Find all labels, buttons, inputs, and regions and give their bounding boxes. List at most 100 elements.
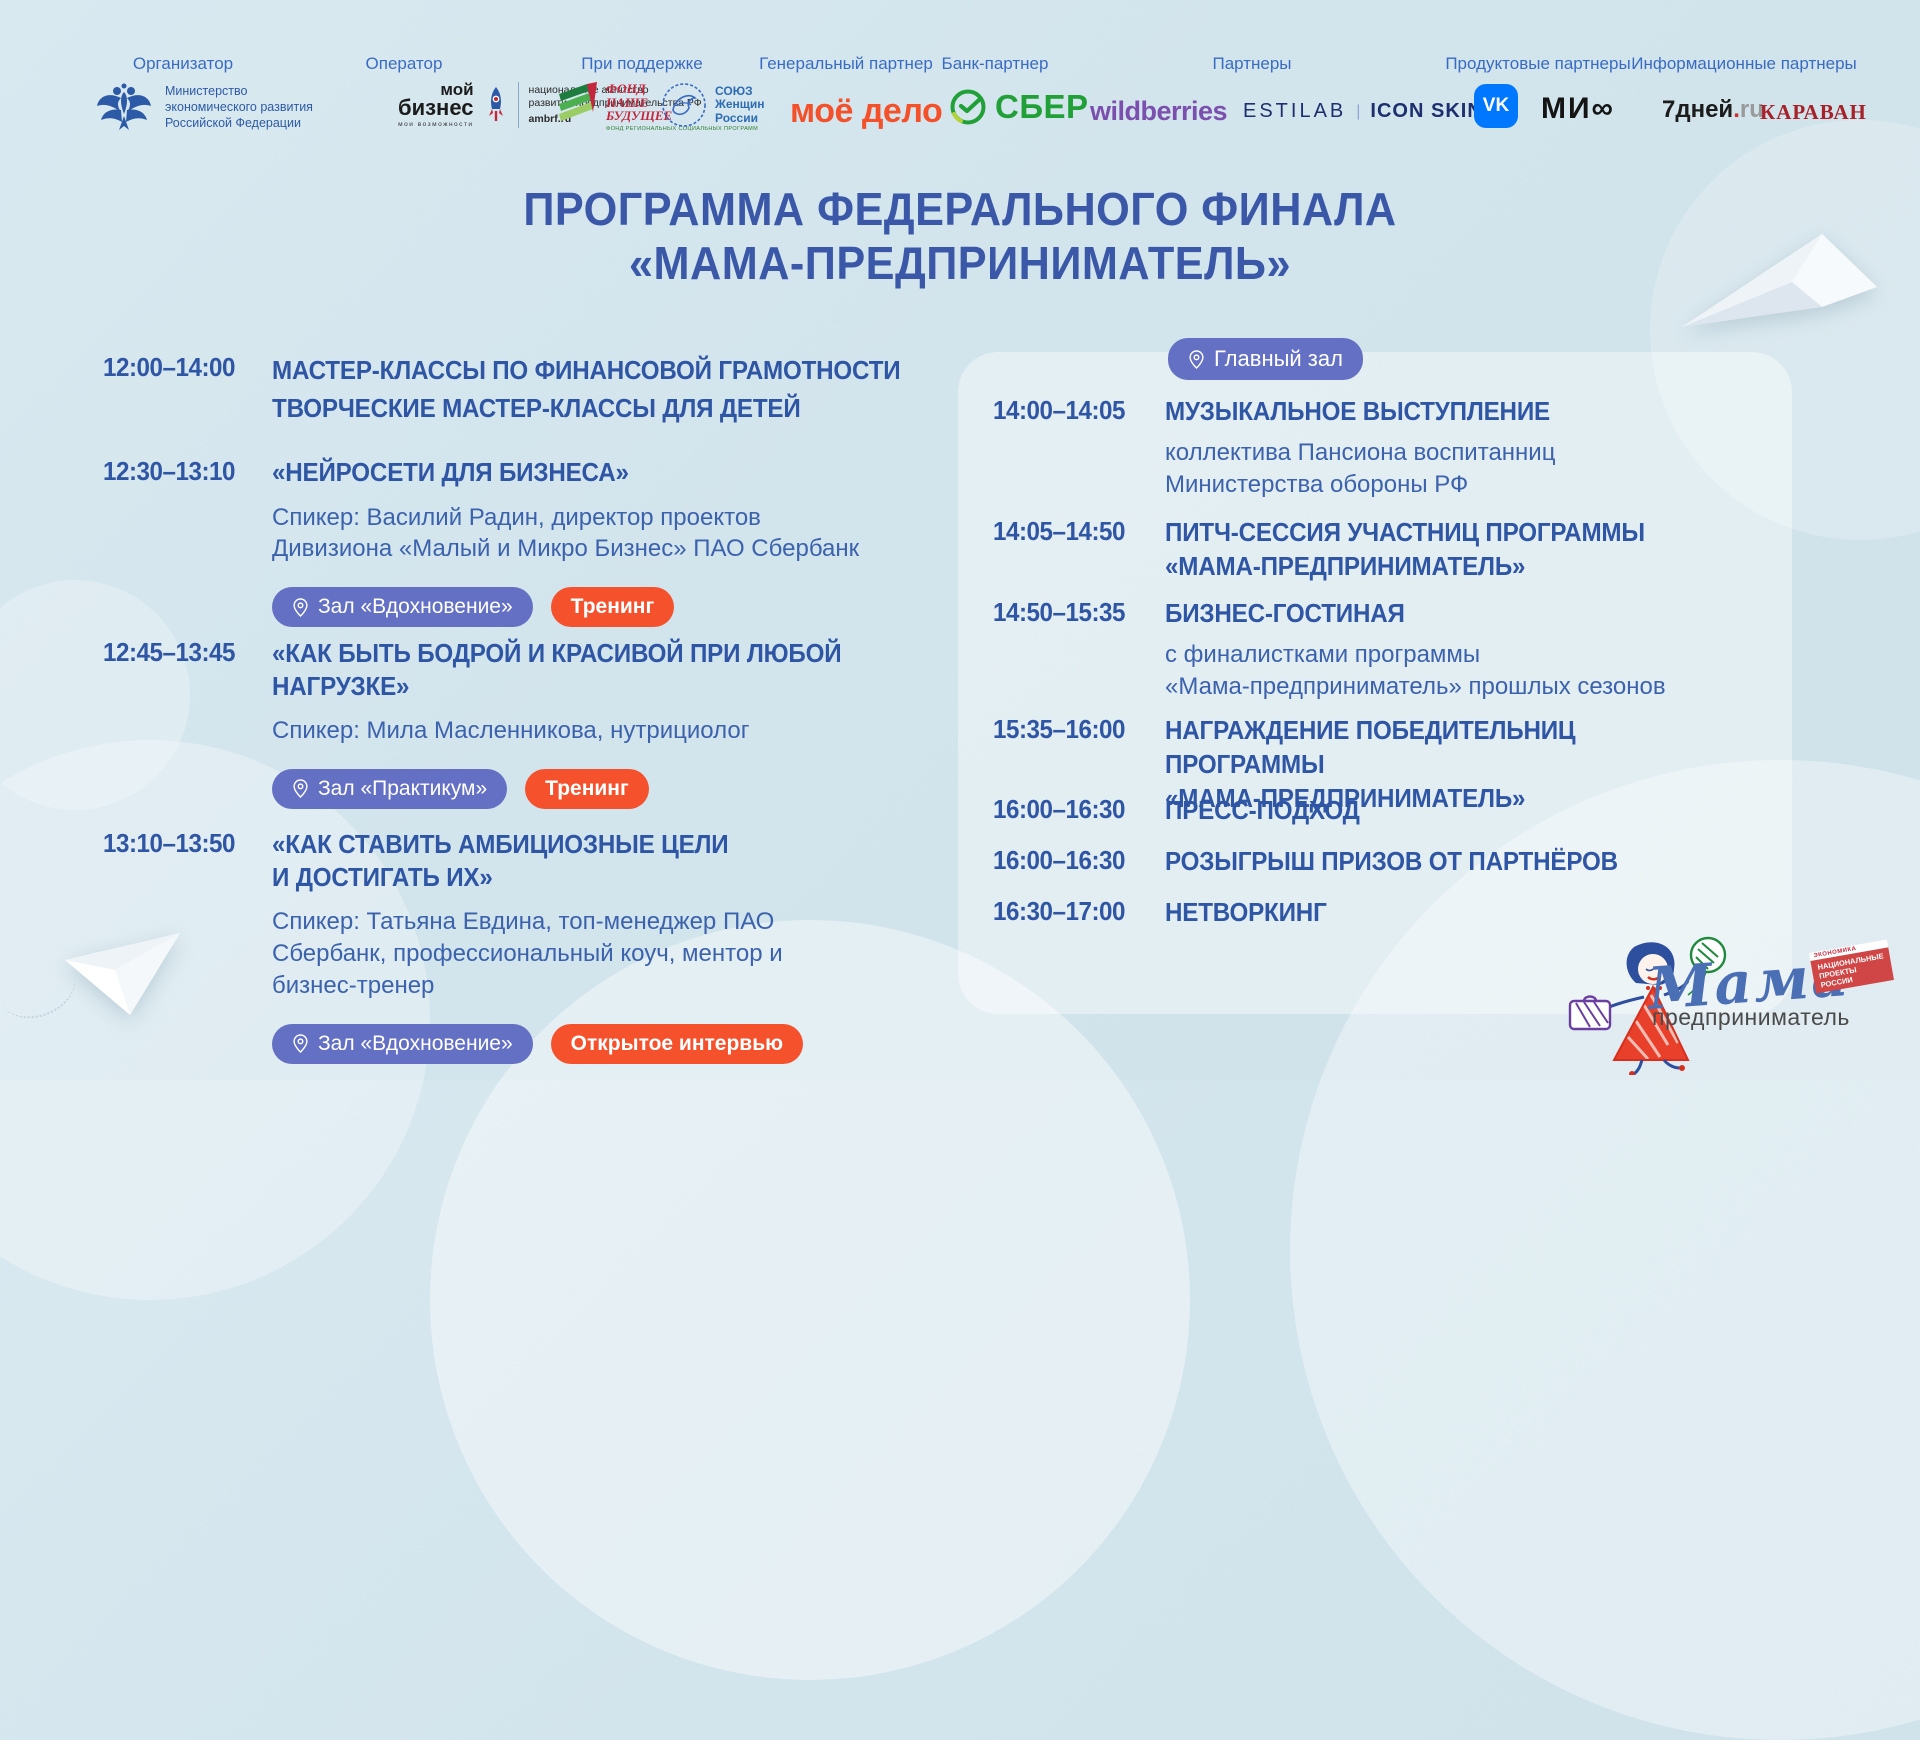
location-pin-icon bbox=[293, 1034, 308, 1054]
main-hall-badge: Главный зал bbox=[1168, 338, 1363, 380]
hall-badge-label: Зал «Практикум» bbox=[318, 776, 488, 800]
event-title: МУЗЫКАЛЬНОЕ ВЫСТУПЛЕНИЕ bbox=[1165, 396, 1550, 426]
7days-dot: . bbox=[1733, 96, 1740, 123]
sber-logo: СБЕР bbox=[949, 88, 1089, 126]
event-title: БИЗНЕС-ГОСТИНАЯ bbox=[1165, 598, 1405, 628]
my-business-word1: мой bbox=[440, 80, 474, 99]
event-time: 16:00–16:30 bbox=[993, 845, 1126, 875]
event-title: ПИТЧ-СЕССИЯ УЧАСТНИЦ ПРОГРАММЫ «МАМА-ПРЕ… bbox=[1165, 517, 1645, 581]
eagle-emblem-icon bbox=[97, 83, 151, 130]
page-title-line1: ПРОГРАММА ФЕДЕРАЛЬНОГО ФИНАЛА bbox=[523, 183, 1397, 235]
event-title: РОЗЫГРЫШ ПРИЗОВ ОТ ПАРТНЁРОВ bbox=[1165, 846, 1618, 876]
event-title: «КАК БЫТЬ БОДРОЙ И КРАСИВОЙ ПРИ ЛЮБОЙ НА… bbox=[272, 638, 842, 701]
partner-label-bank: Банк-партнер bbox=[941, 54, 1049, 73]
main-hall-badge-label: Главный зал bbox=[1214, 346, 1343, 371]
moedelo-logo: моё дело bbox=[790, 92, 943, 130]
iconskin-wordmark: ICON SKIN bbox=[1370, 100, 1483, 122]
schedule-item: 14:00–14:05 МУЗЫКАЛЬНОЕ ВЫСТУПЛЕНИЕ колл… bbox=[993, 395, 1773, 502]
union-name: СОЮЗ Женщин России bbox=[715, 84, 765, 125]
page-title: ПРОГРАММА ФЕДЕРАЛЬНОГО ФИНАЛА «МАМА-ПРЕД… bbox=[523, 182, 1396, 291]
paper-plane-icon bbox=[1682, 234, 1877, 327]
partner-label-organizer: Организатор bbox=[132, 54, 234, 73]
paper-plane-icon bbox=[65, 933, 180, 1015]
schedule-item: 13:10–13:50 «КАК СТАВИТЬ АМБИЦИОЗНЫЕ ЦЕЛ… bbox=[103, 828, 983, 1064]
main-hall-panel bbox=[958, 352, 1792, 1014]
ministry-logo: Министерство экономического развития Рос… bbox=[95, 80, 313, 134]
vk-icon: VK bbox=[1474, 84, 1518, 128]
location-pin-icon bbox=[1189, 349, 1204, 369]
partner-label-partners: Партнеры bbox=[1212, 54, 1292, 73]
schedule-item: 12:30–13:10 «НЕЙРОСЕТИ ДЛЯ БИЗНЕСА» Спик… bbox=[103, 456, 983, 628]
event-title: ПРЕСС-ПОДХОД bbox=[1165, 795, 1360, 825]
event-desc: коллектива Пансиона воспитанниц Министер… bbox=[1165, 438, 1556, 499]
event-type-badge: Открытое интервью bbox=[550, 1023, 804, 1064]
my-business-word2: бизнес bbox=[398, 95, 474, 121]
event-time: 14:00–14:05 bbox=[993, 395, 1126, 425]
schedule-item: 16:00–16:30 РОЗЫГРЫШ ПРИЗОВ ОТ ПАРТНЁРОВ bbox=[993, 845, 1773, 879]
balloon-icon bbox=[1687, 936, 1727, 996]
location-pin-icon bbox=[293, 779, 308, 799]
7days-wordmark: 7дней bbox=[1662, 96, 1734, 123]
event-time: 13:10–13:50 bbox=[103, 828, 236, 858]
event-speaker: Спикер: Мила Масленникова, нутрициолог bbox=[272, 717, 750, 744]
event-time: 12:45–13:45 bbox=[103, 637, 236, 667]
mama-illustration bbox=[1568, 936, 1727, 1077]
divider: | bbox=[1356, 102, 1361, 120]
fund-caption: ФОНД РЕГИОНАЛЬНЫХ СОЦИАЛЬНЫХ ПРОГРАММ bbox=[606, 125, 759, 132]
event-title: НАГРАЖДЕНИЕ ПОБЕДИТЕЛЬНИЦ ПРОГРАММЫ «МАМ… bbox=[1165, 715, 1576, 813]
partner-label-general: Генеральный партнер bbox=[759, 54, 933, 73]
event-time: 16:00–16:30 bbox=[993, 794, 1126, 824]
event-time: 12:30–13:10 bbox=[103, 456, 236, 486]
partner-label-product: Продуктовые партнеры bbox=[1445, 54, 1631, 73]
future-fund-logo: ФОНД НАШЕ БУДУЩЕЕ ФОНД РЕГИОНАЛЬНЫХ СОЦИ… bbox=[557, 82, 758, 132]
ministry-name: Министерство экономического развития Рос… bbox=[165, 83, 313, 131]
schedule-item: 12:00–14:00 МАСТЕР-КЛАССЫ ПО ФИНАНСОВОЙ … bbox=[103, 352, 983, 427]
event-speaker: Спикер: Татьяна Евдина, топ-менеджер ПАО… bbox=[272, 908, 783, 999]
mama-entrepreneur-logo bbox=[1556, 925, 1786, 1080]
location-pin-icon bbox=[293, 598, 308, 617]
event-title: «КАК СТАВИТЬ АМБИЦИОЗНЫЕ ЦЕЛИ И ДОСТИГАТ… bbox=[272, 829, 729, 892]
hall-badge: Зал «Вдохновение» bbox=[272, 587, 533, 628]
event-time: 12:00–14:00 bbox=[103, 352, 236, 382]
event-time: 16:30–17:00 bbox=[993, 896, 1126, 926]
event-time: 14:05–14:50 bbox=[993, 516, 1126, 546]
estilab-iconskin-logo: ESTILAB | ICON SKIN bbox=[1243, 100, 1483, 123]
event-type-badge: Тренинг bbox=[550, 587, 675, 628]
schedule-item: 16:30–17:00 НЕТВОРКИНГ bbox=[993, 896, 1773, 930]
rocket-icon bbox=[488, 87, 503, 122]
schedule-item: 14:50–15:35 БИЗНЕС-ГОСТИНАЯ с финалистка… bbox=[993, 597, 1773, 704]
sber-wordmark: СБЕР bbox=[995, 88, 1089, 125]
briefcase-icon bbox=[1568, 995, 1612, 1031]
schedule-item: 15:35–16:00 НАГРАЖДЕНИЕ ПОБЕДИТЕЛЬНИЦ ПР… bbox=[993, 714, 1773, 815]
schedule-item: 16:00–16:30 ПРЕСС-ПОДХОД bbox=[993, 794, 1773, 828]
event-title: МАСТЕР-КЛАССЫ ПО ФИНАНСОВОЙ ГРАМОТНОСТИ … bbox=[272, 355, 901, 423]
divider bbox=[517, 82, 519, 129]
7days-logo: 7дней.ru bbox=[1662, 96, 1764, 124]
page-title-line2: «МАМА-ПРЕДПРИНИМАТЕЛЬ» bbox=[629, 237, 1291, 290]
union-emblem-icon bbox=[662, 83, 706, 127]
cloud-shape bbox=[0, 580, 190, 810]
fund-stripes-icon bbox=[559, 82, 597, 121]
event-desc: с финалистками программы «Мама-предприни… bbox=[1165, 640, 1666, 701]
sber-check-icon bbox=[950, 89, 986, 125]
partner-label-info: Информационные партнеры bbox=[1631, 54, 1857, 73]
event-time: 15:35–16:00 bbox=[993, 714, 1126, 744]
estilab-wordmark: ESTILAB bbox=[1243, 100, 1347, 122]
7days-ru: ru bbox=[1739, 96, 1764, 123]
schedule-item: 14:05–14:50 ПИТЧ-СЕССИЯ УЧАСТНИЦ ПРОГРАМ… bbox=[993, 516, 1773, 584]
schedule-item: 12:45–13:45 «КАК БЫТЬ БОДРОЙ И КРАСИВОЙ … bbox=[103, 637, 983, 809]
hall-badge-label: Зал «Вдохновение» bbox=[318, 595, 513, 619]
karavan-logo: КАРАВАН bbox=[1760, 100, 1867, 124]
event-speaker: Спикер: Василий Радин, директор проектов… bbox=[272, 503, 860, 563]
event-title: «НЕЙРОСЕТИ ДЛЯ БИЗНЕСА» bbox=[272, 457, 629, 487]
event-title: НЕТВОРКИНГ bbox=[1165, 897, 1327, 927]
event-type-badge: Тренинг bbox=[525, 768, 649, 809]
fund-name: ФОНД НАШЕ БУДУЩЕЕ bbox=[606, 81, 673, 124]
my-business-slogan: мои возможности bbox=[398, 121, 474, 129]
event-time: 14:50–15:35 bbox=[993, 597, 1126, 627]
mama-subtitle: предприниматель bbox=[1652, 1004, 1850, 1030]
wildberries-logo: wildberries bbox=[1090, 96, 1228, 126]
women-union-logo: СОЮЗ Женщин России bbox=[661, 82, 765, 128]
mif-logo: МИ∞ bbox=[1541, 92, 1615, 125]
partner-label-operator: Оператор bbox=[365, 54, 443, 73]
